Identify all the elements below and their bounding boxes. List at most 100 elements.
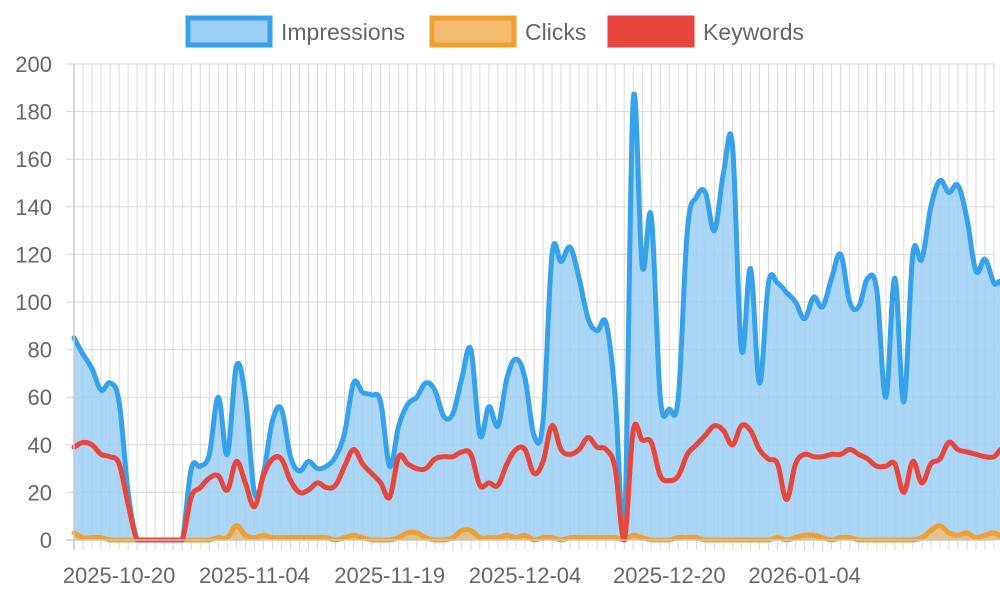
data-point-keywords[interactable] <box>883 463 889 469</box>
data-point-keywords[interactable] <box>937 456 943 462</box>
data-point-keywords[interactable] <box>396 454 402 460</box>
legend-item-clicks[interactable]: Clicks <box>429 15 586 48</box>
data-point-keywords[interactable] <box>558 447 564 453</box>
data-point-keywords[interactable] <box>693 442 699 448</box>
data-point-impressions[interactable] <box>648 213 654 219</box>
data-point-keywords[interactable] <box>738 423 744 429</box>
data-point-clicks[interactable] <box>928 527 934 533</box>
data-point-keywords[interactable] <box>423 466 429 472</box>
legend-item-impressions[interactable]: Impressions <box>185 15 405 48</box>
legend-item-keywords[interactable]: Keywords <box>607 15 804 48</box>
data-point-impressions[interactable] <box>486 404 492 410</box>
data-point-keywords[interactable] <box>215 473 221 479</box>
data-point-clicks[interactable] <box>937 523 943 529</box>
data-point-keywords[interactable] <box>98 451 104 457</box>
data-point-impressions[interactable] <box>396 423 402 429</box>
data-point-keywords[interactable] <box>820 454 826 460</box>
data-point-keywords[interactable] <box>315 480 321 486</box>
data-point-impressions[interactable] <box>928 204 934 210</box>
data-point-keywords[interactable] <box>838 451 844 457</box>
data-point-impressions[interactable] <box>603 320 609 326</box>
data-point-keywords[interactable] <box>486 480 492 486</box>
data-point-keywords[interactable] <box>306 487 312 493</box>
data-point-impressions[interactable] <box>224 451 230 457</box>
data-point-keywords[interactable] <box>260 473 266 479</box>
data-point-keywords[interactable] <box>612 466 618 472</box>
data-point-keywords[interactable] <box>450 454 456 460</box>
data-point-impressions[interactable] <box>630 97 636 103</box>
data-point-impressions[interactable] <box>793 299 799 305</box>
data-point-impressions[interactable] <box>702 190 708 196</box>
data-point-clicks[interactable] <box>351 532 357 538</box>
data-point-impressions[interactable] <box>720 170 726 176</box>
data-point-keywords[interactable] <box>233 458 239 464</box>
data-point-keywords[interactable] <box>360 461 366 467</box>
data-point-impressions[interactable] <box>856 304 862 310</box>
data-point-keywords[interactable] <box>405 461 411 467</box>
data-point-impressions[interactable] <box>675 394 681 400</box>
data-point-impressions[interactable] <box>901 399 907 405</box>
data-point-keywords[interactable] <box>125 501 131 507</box>
data-point-impressions[interactable] <box>287 454 293 460</box>
data-point-clicks[interactable] <box>982 532 988 538</box>
data-point-impressions[interactable] <box>766 280 772 286</box>
data-point-impressions[interactable] <box>278 406 284 412</box>
data-point-clicks[interactable] <box>811 532 817 538</box>
data-point-keywords[interactable] <box>603 447 609 453</box>
data-point-keywords[interactable] <box>378 480 384 486</box>
data-point-keywords[interactable] <box>504 461 510 467</box>
data-point-impressions[interactable] <box>540 418 546 424</box>
data-point-impressions[interactable] <box>847 299 853 305</box>
data-point-keywords[interactable] <box>684 451 690 457</box>
data-point-clicks[interactable] <box>802 532 808 538</box>
data-point-keywords[interactable] <box>892 461 898 467</box>
data-point-impressions[interactable] <box>369 392 375 398</box>
data-point-impressions[interactable] <box>576 275 582 281</box>
data-point-keywords[interactable] <box>666 478 672 484</box>
data-point-keywords[interactable] <box>910 458 916 464</box>
data-point-clicks[interactable] <box>630 532 636 538</box>
data-point-keywords[interactable] <box>729 442 735 448</box>
data-point-keywords[interactable] <box>747 428 753 434</box>
data-point-keywords[interactable] <box>540 458 546 464</box>
data-point-impressions[interactable] <box>215 394 221 400</box>
data-point-impressions[interactable] <box>684 228 690 234</box>
data-point-keywords[interactable] <box>251 504 257 510</box>
data-point-impressions[interactable] <box>531 432 537 438</box>
data-point-keywords[interactable] <box>197 485 203 491</box>
data-point-impressions[interactable] <box>594 328 600 334</box>
data-point-keywords[interactable] <box>513 447 519 453</box>
data-point-keywords[interactable] <box>802 451 808 457</box>
data-point-impressions[interactable] <box>269 418 275 424</box>
data-point-keywords[interactable] <box>982 454 988 460</box>
data-point-keywords[interactable] <box>711 423 717 429</box>
data-point-impressions[interactable] <box>883 394 889 400</box>
data-point-keywords[interactable] <box>847 447 853 453</box>
data-point-impressions[interactable] <box>360 389 366 395</box>
data-point-keywords[interactable] <box>242 480 248 486</box>
data-point-impressions[interactable] <box>116 399 122 405</box>
data-point-impressions[interactable] <box>188 466 194 472</box>
data-point-keywords[interactable] <box>333 482 339 488</box>
data-point-impressions[interactable] <box>991 280 997 286</box>
data-point-keywords[interactable] <box>441 454 447 460</box>
data-point-keywords[interactable] <box>342 463 348 469</box>
data-point-keywords[interactable] <box>80 439 86 445</box>
data-point-keywords[interactable] <box>811 454 817 460</box>
data-point-impressions[interactable] <box>666 406 672 412</box>
data-point-keywords[interactable] <box>973 451 979 457</box>
data-point-keywords[interactable] <box>287 478 293 484</box>
data-point-impressions[interactable] <box>558 259 564 265</box>
data-point-impressions[interactable] <box>964 216 970 222</box>
data-point-keywords[interactable] <box>477 482 483 488</box>
data-point-clicks[interactable] <box>459 527 465 533</box>
data-point-impressions[interactable] <box>233 363 239 369</box>
data-point-keywords[interactable] <box>964 449 970 455</box>
data-point-keywords[interactable] <box>657 473 663 479</box>
data-point-impressions[interactable] <box>296 468 302 474</box>
data-point-impressions[interactable] <box>89 366 95 372</box>
data-point-impressions[interactable] <box>477 432 483 438</box>
data-point-keywords[interactable] <box>522 447 528 453</box>
data-point-keywords[interactable] <box>296 489 302 495</box>
data-point-keywords[interactable] <box>206 475 212 481</box>
